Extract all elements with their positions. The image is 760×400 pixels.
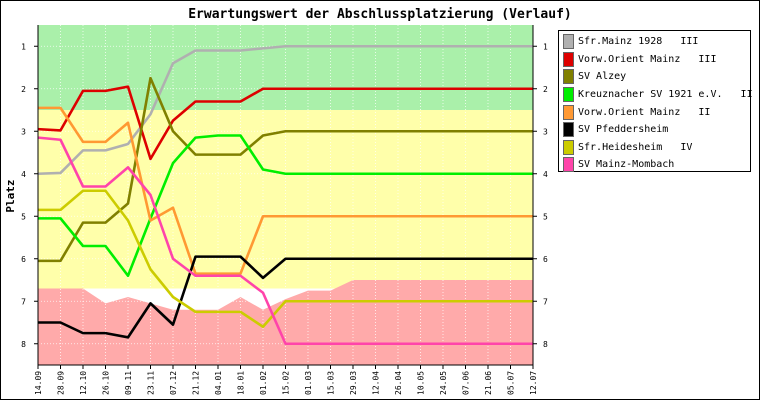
y-tick-label-right: 8 [543, 340, 548, 349]
legend-swatch [563, 69, 574, 85]
plot-area: 1 1 2 2 3 3 4 4 5 5 6 6 7 7 8 8 14.09 28.09 12.10 26.10 09.1… [21, 25, 548, 395]
y-tick-label-right: 5 [543, 212, 548, 221]
x-tick-label: 01.03 [304, 371, 313, 395]
legend-swatch [563, 122, 574, 138]
y-tick-label-right: 3 [543, 127, 548, 136]
x-tick-label: 26.04 [394, 371, 403, 395]
x-tick-label: 23.11 [147, 371, 156, 395]
y-tick-label-left: 5 [21, 212, 26, 221]
legend-item: Sfr.Heidesheim IV [563, 139, 750, 157]
legend-item: Vorw.Orient Mainz III [563, 51, 750, 69]
y-tick-label-left: 1 [21, 42, 26, 51]
y-tick-label-right: 2 [543, 85, 548, 94]
legend: Sfr.Mainz 1928 III Vorw.Orient Mainz III S… [558, 30, 753, 174]
x-tick-label: 12.04 [372, 371, 381, 395]
legend-item: SV Alzey [563, 68, 750, 86]
legend-item: SV Pfeddersheim [563, 121, 750, 139]
legend-item: Sfr.Mainz 1928 III [563, 33, 750, 51]
x-tick-label: 28.09 [57, 371, 66, 395]
x-tick-label: 29.03 [349, 371, 358, 395]
series-line-5 [38, 106, 533, 275]
y-tick-label-left: 7 [21, 297, 26, 306]
x-tick-label: 18.01 [237, 371, 246, 395]
series-line-7 [38, 189, 533, 329]
x-tick-label: 01.02 [259, 371, 268, 395]
x-tick-label: 21.12 [192, 371, 201, 395]
y-tick-label-left: 8 [21, 340, 26, 349]
x-tick-label: 21.06 [484, 371, 493, 395]
series-line-1 [37, 44, 533, 176]
legend-item: SV Mainz-Mombach [563, 156, 750, 174]
legend-swatch [563, 51, 574, 67]
x-tick-label: 24.05 [439, 371, 448, 395]
legend-label: SV Mainz-Mombach [578, 159, 675, 171]
y-tick-label-left: 6 [21, 255, 26, 264]
y-tick-label-right: 6 [543, 255, 548, 264]
x-tick-label: 09.11 [124, 371, 133, 395]
x-tick-label: 15.03 [327, 371, 336, 395]
x-tick-label: 05.07 [507, 371, 516, 395]
x-tick-label: 07.12 [169, 371, 178, 395]
x-tick-label: 26.10 [102, 371, 111, 395]
legend-item: Vorw.Orient Mainz II [563, 103, 750, 121]
series-line-2 [37, 85, 533, 161]
y-tick-label-right: 1 [543, 42, 548, 51]
legend-swatch [563, 104, 574, 120]
legend-swatch [563, 157, 574, 173]
y-tick-label-left: 4 [21, 170, 26, 179]
legend-label: Sfr.Heidesheim IV [578, 141, 693, 153]
x-tick-label: 12.10 [79, 371, 88, 395]
y-axis-label: Platz [4, 179, 17, 212]
series-line-6 [38, 255, 533, 339]
x-tick-label: 15.02 [282, 371, 291, 395]
y-tick-label-left: 2 [21, 85, 26, 94]
legend-swatch [563, 139, 574, 155]
legend-label: SV Pfeddersheim [578, 124, 669, 136]
y-tick-label-right: 4 [543, 170, 548, 179]
chart-title: Erwartungswert der Abschlussplatzierung … [188, 7, 572, 22]
legend-label: Sfr.Mainz 1928 III [578, 36, 699, 48]
x-tick-label: 10.05 [417, 371, 426, 395]
legend-item: Kreuznacher SV 1921 e.V. II [563, 86, 753, 104]
legend-label: SV Alzey [578, 71, 627, 83]
y-tick-label-right: 7 [543, 297, 548, 306]
series-line-4 [38, 134, 533, 278]
series-line-8 [37, 136, 533, 346]
legend-label: Vorw.Orient Mainz II [578, 106, 711, 118]
legend-swatch [563, 34, 574, 50]
legend-swatch [563, 87, 574, 103]
legend-label: Kreuznacher SV 1921 e.V. II [578, 89, 753, 101]
legend-label: Vorw.Orient Mainz III [578, 53, 717, 65]
y-tick-label-left: 3 [21, 127, 26, 136]
x-tick-label: 14.09 [34, 371, 43, 395]
x-tick-label: 07.06 [462, 371, 471, 395]
x-tick-label: 12.07 [529, 371, 538, 395]
x-tick-label: 04.01 [214, 371, 223, 395]
